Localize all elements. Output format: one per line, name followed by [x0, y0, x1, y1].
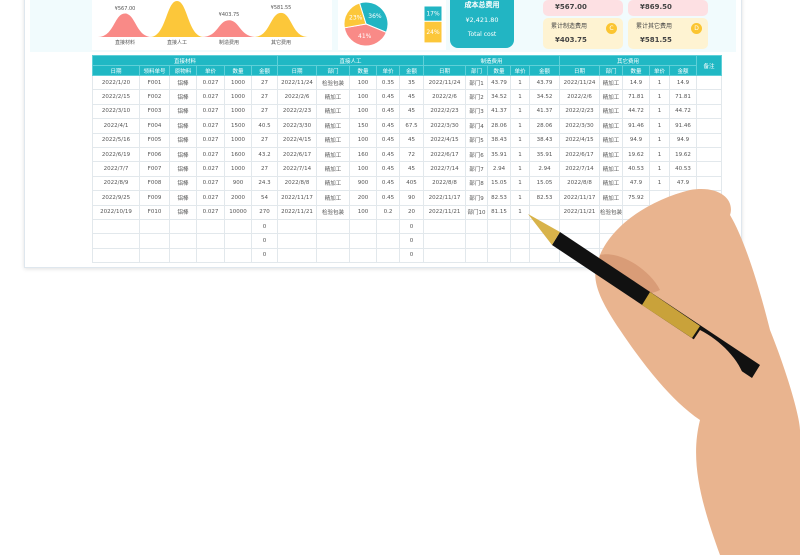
- cost-table: 直接材料 直接人工 制造费用 其它费用 备注 日期 领料单号 原物料 单价 数量 金额 日期 部门 数量单…: [92, 55, 723, 264]
- pie-slice: [358, 1, 389, 34]
- hump-value: ¥567.00: [114, 5, 136, 12]
- table-row: 2022/3/10 F003 铝棒 0.027 1000 27 2022/2/23 精加工 10…: [92, 103, 723, 120]
- hump-label: 其它费用: [270, 40, 291, 46]
- hump-value: ¥403.75: [218, 12, 240, 19]
- pie-chart: 36% 41% 23% 17% 24%: [338, 0, 446, 50]
- hump-value: ¥581.55: [270, 4, 292, 11]
- hump-label: 制造费用: [218, 40, 239, 46]
- hump-label: 直接人工: [166, 40, 187, 46]
- bar-of-pie-label: 24%: [426, 29, 440, 36]
- total-cost-card: 成本总费用 ¥2,421.80 Total cost: [450, 0, 514, 48]
- hump-chart-svg: [98, 1, 308, 37]
- table-row: 2022/4/1 F004 铝棒 0.027 1500 40.5 2022/3/30 精加工 1…: [92, 118, 723, 134]
- card-label: 累计其它费用: [636, 23, 673, 30]
- pie-label: 41%: [358, 33, 372, 40]
- hump-label: 直接材料: [114, 40, 135, 46]
- pie-slice: [343, 2, 367, 29]
- card-value: ¥581.55: [640, 36, 672, 44]
- pie-slice: [343, 23, 387, 47]
- hump-1: [150, 1, 204, 37]
- card-label: 累计制造费用: [551, 23, 588, 30]
- table-row: 2022/7/7 F007 铝棒 0.027 1000 27 2022/7/14 精加工 100…: [92, 161, 723, 177]
- summary-card: ¥567.00: [543, 0, 623, 16]
- card-badge: C: [606, 23, 617, 34]
- table-row: 2022/2/15 F002 铝棒 0.027 1000 27 2022/2/6 精加工 100…: [92, 89, 723, 105]
- summary-card: ¥869.50: [628, 0, 708, 16]
- column-header-row: 日期 领料单号 原物料 单价 数量 金额 日期 部门 数量 单价 金额 日期 部门 数量 单价 金额 日期 部门数…: [92, 65, 722, 76]
- total-cost-en-label: Total cost: [467, 31, 497, 38]
- bar-of-pie-label: 17%: [426, 11, 440, 18]
- hump-3: [254, 12, 308, 37]
- hump-0: [98, 13, 152, 37]
- bar-of-pie-segment: [423, 20, 443, 44]
- card-value: ¥403.75: [555, 36, 587, 44]
- hump-2: [202, 20, 256, 37]
- card-value: ¥869.50: [640, 3, 672, 11]
- cost-hump-chart: 直接材料 ¥567.00 直接人工 制造费用 ¥403.75 其它费用 ¥581.55: [92, 0, 332, 50]
- dashboard: 直接材料 ¥567.00 直接人工 制造费用 ¥403.75 其它费用 ¥581.55 36…: [30, 0, 736, 52]
- pie-chart-svg: 36% 41% 23% 17% 24%: [343, 1, 443, 47]
- table-row: 2022/9/25 F009 铝棒 0.027 2000 54 2022/11/17 精加工 2…: [92, 190, 723, 206]
- total-cost-value: ¥2,421.80: [465, 16, 499, 24]
- pie-label: 36%: [368, 13, 382, 20]
- notes-header: 备注: [696, 55, 723, 76]
- summary-card: 累计制造费用 C ¥403.75: [543, 18, 623, 49]
- summary-card: 累计其它费用 D ¥581.55: [628, 18, 708, 49]
- card-badge: D: [691, 23, 702, 34]
- total-cost-label: 成本总费用: [464, 1, 500, 9]
- pie-label: 23%: [349, 15, 363, 22]
- table-cell[interactable]: 精加工: [598, 132, 624, 148]
- card-value: ¥567.00: [555, 3, 587, 11]
